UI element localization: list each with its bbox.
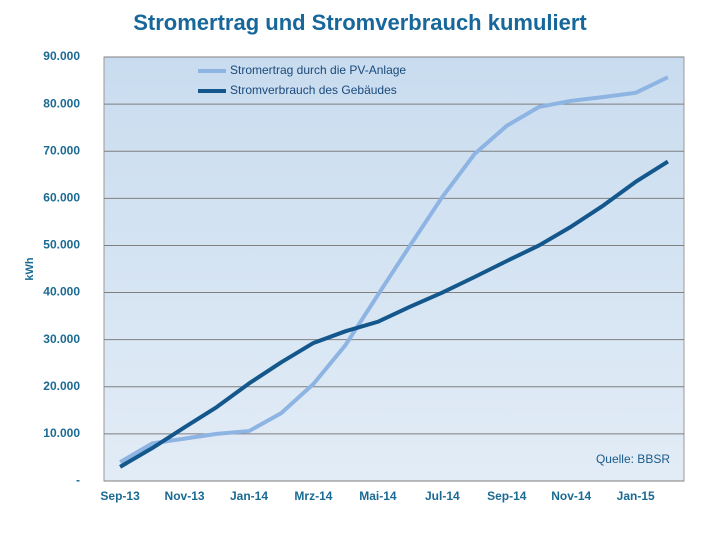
legend-label: Stromertrag durch die PV-Anlage (230, 63, 406, 77)
y-tick-label: 10.000 (43, 426, 80, 440)
legend-label: Stromverbrauch des Gebäudes (230, 83, 397, 97)
x-tick-label: Mrz-14 (294, 489, 332, 503)
x-tick-label: Jan-15 (617, 489, 655, 503)
x-tick-label: Nov-13 (165, 489, 205, 503)
series-line (119, 75, 669, 464)
y-tick-label: 30.000 (43, 332, 80, 346)
x-tick-label: Mai-14 (359, 489, 397, 503)
y-tick-label: 90.000 (43, 49, 80, 63)
chart-title: Stromertrag und Stromverbrauch kumuliert (133, 10, 587, 35)
source-note: Quelle: BBSR (596, 452, 670, 466)
y-tick-label: 70.000 (43, 143, 80, 157)
x-tick-label: Sep-14 (487, 489, 527, 503)
y-tick-label: 60.000 (43, 191, 80, 205)
y-axis-label: kWh (24, 257, 36, 281)
x-tick-label: Jan-14 (230, 489, 268, 503)
y-tick-label: 20.000 (43, 379, 80, 393)
y-tick-label: 40.000 (43, 285, 80, 299)
x-tick-label: Sep-13 (100, 489, 140, 503)
x-tick-label: Nov-14 (551, 489, 591, 503)
x-tick-label: Jul-14 (425, 489, 460, 503)
series-line (119, 159, 669, 469)
y-tick-label: 50.000 (43, 238, 80, 252)
y-tick-label: - (76, 473, 80, 487)
y-tick-label: 80.000 (43, 96, 80, 110)
